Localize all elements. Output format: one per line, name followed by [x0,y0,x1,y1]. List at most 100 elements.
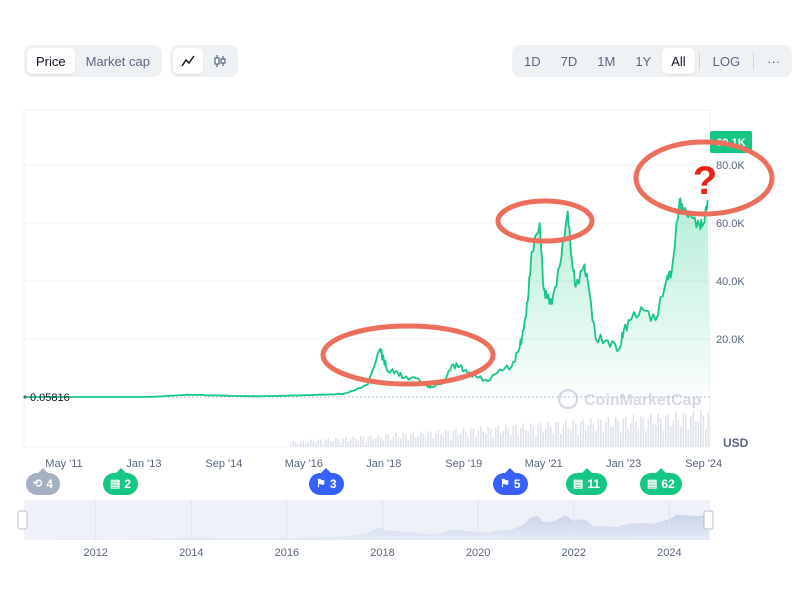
volume-bar [417,435,420,447]
range-7d[interactable]: 7D [560,53,578,69]
volume-bar [412,431,415,447]
volume-bar [322,443,325,447]
volume-bar [475,436,477,447]
volume-bar [305,443,307,447]
volume-bar [635,421,637,447]
volume-bar [547,421,550,447]
navigator-tick-label: 2024 [657,547,681,559]
volume-bar [507,428,510,447]
volume-bar [692,410,695,447]
volume-bar [292,440,295,447]
event-badge-count: 3 [329,477,337,491]
volume-bar [695,422,697,447]
range-all[interactable]: All [662,48,695,74]
volume-bar [410,433,412,447]
volume-bar [667,413,670,447]
volume-bar [660,417,662,447]
more-menu-button[interactable]: ··· [767,53,781,69]
volume-bar [557,422,560,447]
volume-bar [592,424,595,447]
volume-bar [642,416,645,447]
event-badge-news[interactable]: ▤ 11 [566,468,608,495]
volume-bar [375,438,377,447]
volume-bar [645,431,647,447]
event-badge-news[interactable]: ▤ 62 [640,468,682,495]
volume-bar [377,434,380,447]
navigator-right-handle[interactable] [703,510,714,530]
volume-bar [352,436,355,447]
range-1y[interactable]: 1Y [635,53,652,69]
volume-bar [457,435,460,447]
start-price-label: 0.05816 [30,392,70,404]
volume-bar [542,431,545,447]
volume-bar [350,438,352,447]
volume-bar [605,421,607,447]
volume-bar [330,441,332,447]
tab-market-cap[interactable]: Market cap [85,53,150,69]
metric-tabs: Price Market cap [24,45,162,77]
volume-bar [525,430,527,447]
range-1m[interactable]: 1M [597,53,616,69]
volume-bar [395,433,397,447]
volume-bar [297,444,300,447]
event-badge-count: 5 [513,477,521,491]
volume-bar [615,416,617,447]
event-badge-count: 2 [124,477,132,491]
y-tick-label: 60.0K [716,218,745,230]
volume-bar [365,442,367,447]
event-badge-flag[interactable]: ⚑ 5 [493,468,528,495]
event-badge-count: 62 [661,477,675,491]
volume-bar [430,431,432,447]
x-tick-label: Sep '19 [445,458,482,470]
volume-bar [520,427,522,447]
volume-bar [632,414,635,447]
candlestick-icon[interactable] [205,48,235,74]
y-tick-label: 80.0K [716,160,745,172]
event-badge-news[interactable]: ▤ 2 [103,468,139,495]
navigator-area [24,514,710,540]
volume-bar [625,416,627,447]
event-badge-count: 4 [46,477,53,491]
news-icon: ▤ [110,477,121,490]
volume-bar [585,429,587,447]
volume-bar [600,419,602,447]
x-tick-label: May '21 [525,458,563,470]
flag-icon: ⚑ [500,477,510,490]
volume-bar [290,443,292,447]
event-badge-count: 11 [587,477,601,491]
volume-bar [675,411,677,447]
volume-bar [415,437,417,447]
volume-bar [295,441,297,447]
navigator-tick-label: 2022 [562,547,586,559]
volume-bar [657,413,660,447]
volume-bar [672,420,675,447]
volume-bar [627,428,630,447]
volume-bar [467,436,470,447]
volume-bar [340,442,342,447]
volume-bars [290,410,710,447]
range-selector: 1D 7D 1M 1Y All LOG ··· [512,45,793,77]
range-1d[interactable]: 1D [524,53,541,69]
line-chart-icon[interactable] [173,48,203,74]
volume-bar [312,441,315,447]
volume-bar [460,433,462,447]
navigator-tick-label: 2014 [179,547,203,559]
volume-bar [537,424,540,447]
volume-bar [595,430,597,447]
log-toggle[interactable]: LOG [712,53,741,69]
start-price-dot [23,395,27,399]
divider [753,52,755,70]
volume-bar [647,419,650,447]
event-badge-history[interactable]: ⟲ 4 [26,468,60,495]
navigator-left-handle[interactable] [17,510,28,530]
event-badge-flag[interactable]: ⚑ 3 [309,468,344,495]
x-tick-label: May '11 [45,458,82,470]
tab-price[interactable]: Price [27,48,75,74]
volume-bar [577,434,580,447]
volume-bar [697,421,700,447]
volume-bar [560,433,562,447]
volume-bar [587,425,590,447]
chart-type-toggle [170,45,238,77]
volume-bar [397,436,400,447]
